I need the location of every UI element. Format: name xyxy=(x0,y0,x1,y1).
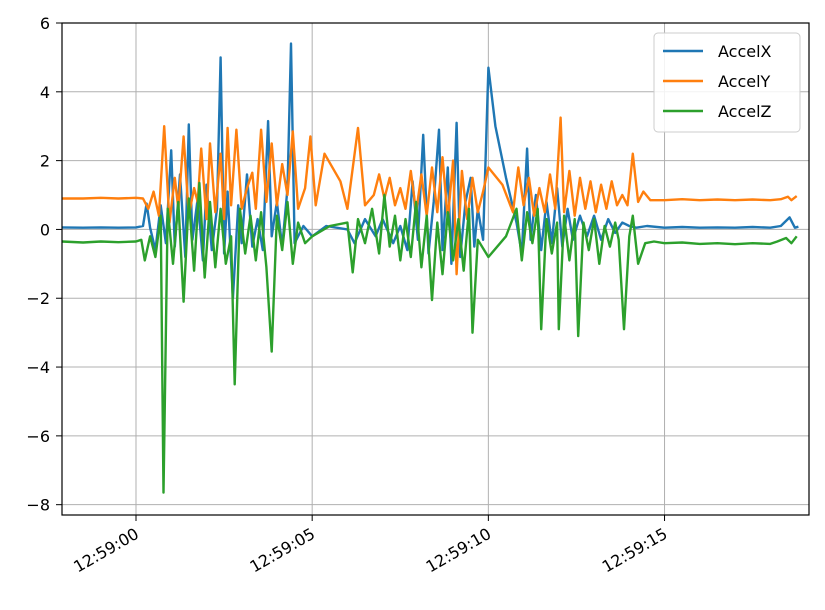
x-tick-label: 12:59:00 xyxy=(70,524,142,576)
legend-label-accely: AccelY xyxy=(718,72,771,91)
y-tick-label: 0 xyxy=(40,220,50,239)
y-tick-label: −8 xyxy=(26,496,50,515)
series-line-accelz xyxy=(61,181,798,494)
y-axis: 6 4 2 0 −2 −4 −6 −8 xyxy=(26,14,62,515)
legend-label-accelz: AccelZ xyxy=(718,102,772,121)
series-line-accely xyxy=(62,116,798,276)
x-tick-label: 12:59:05 xyxy=(246,524,318,576)
legend-box xyxy=(653,32,801,133)
y-tick-label: 6 xyxy=(40,14,50,33)
series-lines xyxy=(61,42,799,494)
y-tick-label: −6 xyxy=(26,427,50,446)
legend-label-accelx: AccelX xyxy=(718,42,772,61)
plot-area-frame xyxy=(61,22,810,516)
legend: AccelX AccelY AccelZ xyxy=(653,32,801,133)
y-tick-label: −2 xyxy=(26,289,50,308)
x-axis: 12:59:00 12:59:05 12:59:10 12:59:15 xyxy=(70,515,671,576)
y-tick-label: −4 xyxy=(26,358,50,377)
x-tick-label: 12:59:15 xyxy=(599,524,671,576)
y-tick-label: 4 xyxy=(40,83,50,102)
x-tick-label: 12:59:10 xyxy=(423,524,495,576)
y-tick-label: 2 xyxy=(40,152,50,171)
